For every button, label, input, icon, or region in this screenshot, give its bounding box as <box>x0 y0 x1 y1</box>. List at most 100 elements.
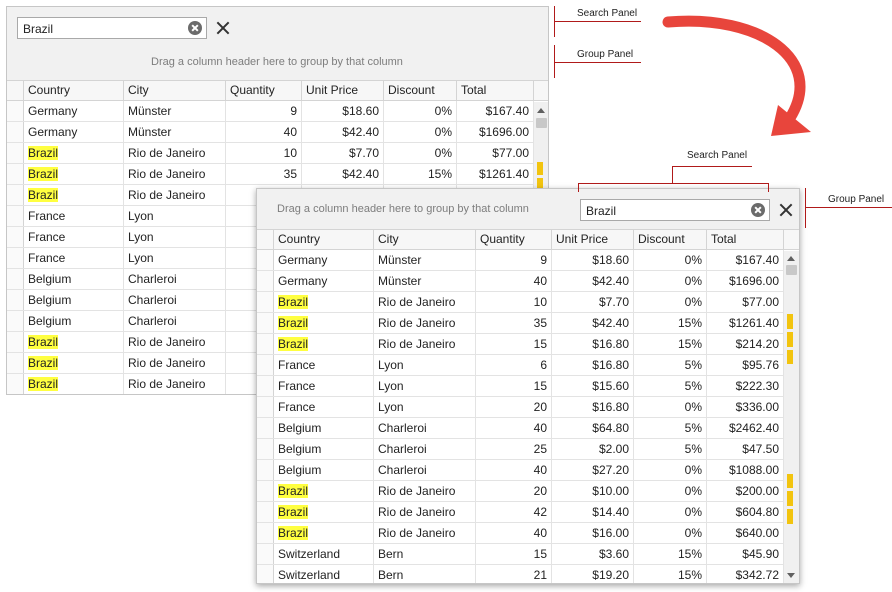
row-indicator[interactable] <box>7 185 24 205</box>
column-header-discount[interactable]: Discount <box>384 81 457 100</box>
cell-city[interactable]: Rio de Janeiro <box>124 353 226 373</box>
row-indicator[interactable] <box>7 101 24 121</box>
table-row[interactable]: Brazil Rio de Janeiro 20 $10.00 0% $200.00 <box>257 481 784 502</box>
column-header-quantity[interactable]: Quantity <box>476 230 552 249</box>
cell-total[interactable]: $77.00 <box>457 143 534 163</box>
cell-total[interactable]: $200.00 <box>707 481 784 501</box>
row-indicator[interactable] <box>257 502 274 522</box>
cell-total[interactable]: $1696.00 <box>707 271 784 291</box>
column-header-city[interactable]: City <box>124 81 226 100</box>
cell-city[interactable]: Lyon <box>124 206 226 226</box>
table-row[interactable]: Brazil Rio de Janeiro 10 $7.70 0% $77.00 <box>7 143 534 164</box>
cell-city[interactable]: Charleroi <box>124 269 226 289</box>
row-indicator[interactable] <box>257 523 274 543</box>
table-row[interactable]: France Lyon 6 $16.80 5% $95.76 <box>257 355 784 376</box>
cell-city[interactable]: Rio de Janeiro <box>124 374 226 394</box>
cell-country[interactable]: Germany <box>274 250 374 270</box>
cell-country[interactable]: Brazil <box>274 502 374 522</box>
table-row[interactable]: Brazil Rio de Janeiro 15 $16.80 15% $214.20 <box>257 334 784 355</box>
cell-city[interactable]: Lyon <box>374 355 476 375</box>
cell-country[interactable]: France <box>274 376 374 396</box>
cell-quantity[interactable]: 42 <box>476 502 552 522</box>
cell-discount[interactable]: 0% <box>634 460 707 480</box>
cell-quantity[interactable]: 9 <box>226 101 302 121</box>
cell-quantity[interactable]: 15 <box>476 544 552 564</box>
row-indicator[interactable] <box>7 269 24 289</box>
cell-country[interactable]: Switzerland <box>274 544 374 564</box>
cell-city[interactable]: Rio de Janeiro <box>124 185 226 205</box>
cell-quantity[interactable]: 40 <box>476 271 552 291</box>
cell-country[interactable]: Belgium <box>274 418 374 438</box>
table-row[interactable]: Germany Münster 9 $18.60 0% $167.40 <box>257 250 784 271</box>
cell-unit-price[interactable]: $27.20 <box>552 460 634 480</box>
table-row[interactable]: Brazil Rio de Janeiro 35 $42.40 15% $1261.40 <box>257 313 784 334</box>
table-row[interactable]: Switzerland Bern 15 $3.60 15% $45.90 <box>257 544 784 565</box>
row-indicator[interactable] <box>7 227 24 247</box>
cell-unit-price[interactable]: $10.00 <box>552 481 634 501</box>
cell-quantity[interactable]: 10 <box>226 143 302 163</box>
table-row[interactable]: Belgium Charleroi 40 $64.80 5% $2462.40 <box>257 418 784 439</box>
cell-total[interactable]: $214.20 <box>707 334 784 354</box>
row-indicator[interactable] <box>257 418 274 438</box>
cell-country[interactable]: Brazil <box>24 374 124 394</box>
cell-city[interactable]: Lyon <box>374 376 476 396</box>
row-indicator[interactable] <box>7 164 24 184</box>
cell-quantity[interactable]: 40 <box>476 418 552 438</box>
table-row[interactable]: Brazil Rio de Janeiro 10 $7.70 0% $77.00 <box>257 292 784 313</box>
cell-quantity[interactable]: 35 <box>226 164 302 184</box>
cell-quantity[interactable]: 40 <box>476 460 552 480</box>
cell-quantity[interactable]: 15 <box>476 376 552 396</box>
cell-city[interactable]: Bern <box>374 565 476 583</box>
cell-country[interactable]: Brazil <box>24 143 124 163</box>
cell-country[interactable]: France <box>274 355 374 375</box>
cell-discount[interactable]: 0% <box>384 122 457 142</box>
row-indicator[interactable] <box>257 460 274 480</box>
cell-discount[interactable]: 0% <box>634 271 707 291</box>
cell-quantity[interactable]: 9 <box>476 250 552 270</box>
scroll-thumb[interactable] <box>786 265 797 275</box>
cell-discount[interactable]: 5% <box>634 355 707 375</box>
cell-unit-price[interactable]: $16.00 <box>552 523 634 543</box>
column-header-total[interactable]: Total <box>707 230 784 249</box>
table-row[interactable]: Germany Münster 40 $42.40 0% $1696.00 <box>257 271 784 292</box>
cell-discount[interactable]: 15% <box>634 313 707 333</box>
column-header-total[interactable]: Total <box>457 81 534 100</box>
cell-unit-price[interactable]: $15.60 <box>552 376 634 396</box>
cell-city[interactable]: Rio de Janeiro <box>374 334 476 354</box>
row-indicator[interactable] <box>7 311 24 331</box>
cell-city[interactable]: Rio de Janeiro <box>374 502 476 522</box>
row-indicator[interactable] <box>7 353 24 373</box>
cell-country[interactable]: France <box>24 227 124 247</box>
column-header-country[interactable]: Country <box>274 230 374 249</box>
cell-total[interactable]: $604.80 <box>707 502 784 522</box>
group-panel[interactable]: Drag a column header here to group by th… <box>7 45 548 80</box>
row-indicator[interactable] <box>257 271 274 291</box>
cell-quantity[interactable]: 40 <box>226 122 302 142</box>
cell-discount[interactable]: 0% <box>634 523 707 543</box>
cell-quantity[interactable]: 40 <box>476 523 552 543</box>
cell-country[interactable]: France <box>24 206 124 226</box>
cell-city[interactable]: Lyon <box>124 248 226 268</box>
cell-discount[interactable]: 15% <box>634 565 707 583</box>
cell-city[interactable]: Münster <box>124 101 226 121</box>
cell-city[interactable]: Münster <box>374 250 476 270</box>
cell-discount[interactable]: 5% <box>634 439 707 459</box>
cell-country[interactable]: Belgium <box>24 311 124 331</box>
cell-city[interactable]: Münster <box>374 271 476 291</box>
cell-quantity[interactable]: 6 <box>476 355 552 375</box>
column-header-unit-price[interactable]: Unit Price <box>552 230 634 249</box>
cell-discount[interactable]: 5% <box>634 418 707 438</box>
cell-total[interactable]: $1261.40 <box>707 313 784 333</box>
row-indicator[interactable] <box>257 565 274 583</box>
row-indicator[interactable] <box>7 332 24 352</box>
cell-total[interactable]: $222.30 <box>707 376 784 396</box>
cell-country[interactable]: Brazil <box>274 292 374 312</box>
cell-city[interactable]: Lyon <box>124 227 226 247</box>
cell-total[interactable]: $342.72 <box>707 565 784 583</box>
cell-city[interactable]: Charleroi <box>374 439 476 459</box>
cell-quantity[interactable]: 10 <box>476 292 552 312</box>
cell-total[interactable]: $640.00 <box>707 523 784 543</box>
row-indicator[interactable] <box>257 292 274 312</box>
cell-country[interactable]: Belgium <box>24 269 124 289</box>
cell-quantity[interactable]: 20 <box>476 481 552 501</box>
